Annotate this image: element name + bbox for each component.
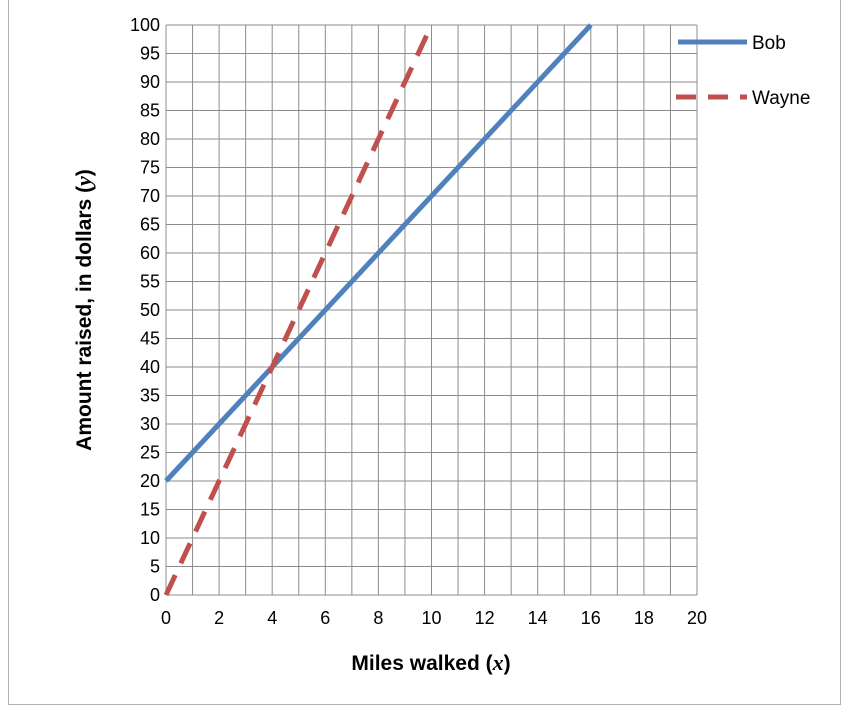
x-tick-label: 2 [214,608,224,628]
y-tick-label: 10 [140,528,160,548]
legend-label-wayne: Wayne [752,88,810,109]
x-tick-label: 14 [528,608,548,628]
y-tick-label: 75 [140,158,160,178]
legend-label-bob: Bob [752,33,786,54]
y-tick-label: 80 [140,129,160,149]
x-tick-labels: 0 2 4 6 8 10 12 14 16 18 20 [161,608,707,628]
series-lines [163,23,593,597]
grid [165,24,698,596]
y-tick-label: 95 [140,44,160,64]
y-tick-label: 45 [140,329,160,349]
x-tick-label: 4 [267,608,277,628]
x-tick-label: 6 [320,608,330,628]
series-line-bob [164,23,593,483]
y-tick-label: 65 [140,215,160,235]
y-tick-label: 35 [140,386,160,406]
y-tick-label: 60 [140,243,160,263]
y-tick-label: 100 [130,15,160,35]
x-tick-label: 10 [421,608,441,628]
y-tick-labels: 0 5 10 15 20 25 30 35 40 45 50 55 60 65 70 75 80 85 90 95 10… [130,15,160,605]
x-tick-label: 20 [687,608,707,628]
y-tick-label: 0 [150,585,160,605]
x-axis-title: Miles walked (x) [351,650,510,675]
y-tick-label: 70 [140,186,160,206]
y-tick-label: 25 [140,443,160,463]
x-tick-label: 12 [475,608,495,628]
y-tick-label: 85 [140,101,160,121]
chart-frame [8,0,841,705]
y-tick-label: 30 [140,414,160,434]
y-tick-label: 40 [140,357,160,377]
y-tick-label: 55 [140,272,160,292]
y-tick-label: 5 [150,557,160,577]
y-tick-label: 90 [140,72,160,92]
x-tick-label: 8 [373,608,383,628]
x-tick-label: 18 [634,608,654,628]
legend: Bob Wayne [676,33,810,109]
y-tick-label: 20 [140,471,160,491]
y-tick-label: 15 [140,500,160,520]
y-axis-title: Amount raised, in dollars (y) [71,169,96,451]
y-tick-label: 50 [140,300,160,320]
x-tick-label: 16 [581,608,601,628]
x-tick-label: 0 [161,608,171,628]
